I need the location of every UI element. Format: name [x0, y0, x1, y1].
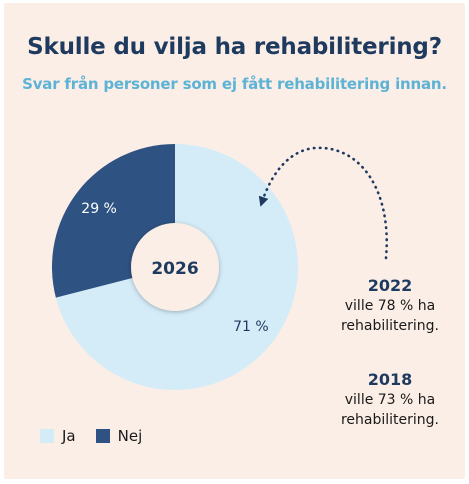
- legend-label: Nej: [117, 427, 143, 445]
- chart-subtitle: Svar från personer som ej fått rehabilit…: [22, 75, 447, 93]
- chart-title: Skulle du vilja ha rehabilitering?: [27, 34, 442, 60]
- history-line: ville 73 % ha: [344, 392, 436, 408]
- history-2022: 2022 ville 78 % ha rehabilitering.: [320, 276, 460, 336]
- history-year: 2018: [367, 370, 413, 389]
- data-label-nej: 29 %: [81, 201, 117, 217]
- dotted-arrow: [258, 146, 389, 260]
- history-line: rehabilitering.: [340, 318, 440, 334]
- history-year: 2022: [367, 276, 413, 295]
- legend-label: Ja: [62, 427, 76, 445]
- data-label-ja: 71 %: [233, 319, 269, 335]
- history-line: rehabilitering.: [340, 412, 440, 428]
- legend: Ja Nej: [40, 427, 162, 445]
- legend-swatch: [40, 429, 54, 443]
- donut-center-hole: [131, 223, 219, 311]
- legend-item-ja: Ja: [40, 427, 76, 445]
- history-2018: 2018 ville 73 % ha rehabilitering.: [320, 370, 460, 430]
- legend-swatch: [95, 429, 110, 443]
- donut-center-label: 2026: [151, 259, 198, 279]
- legend-item-nej: Nej: [95, 427, 143, 445]
- history-line: ville 78 % ha: [344, 298, 436, 314]
